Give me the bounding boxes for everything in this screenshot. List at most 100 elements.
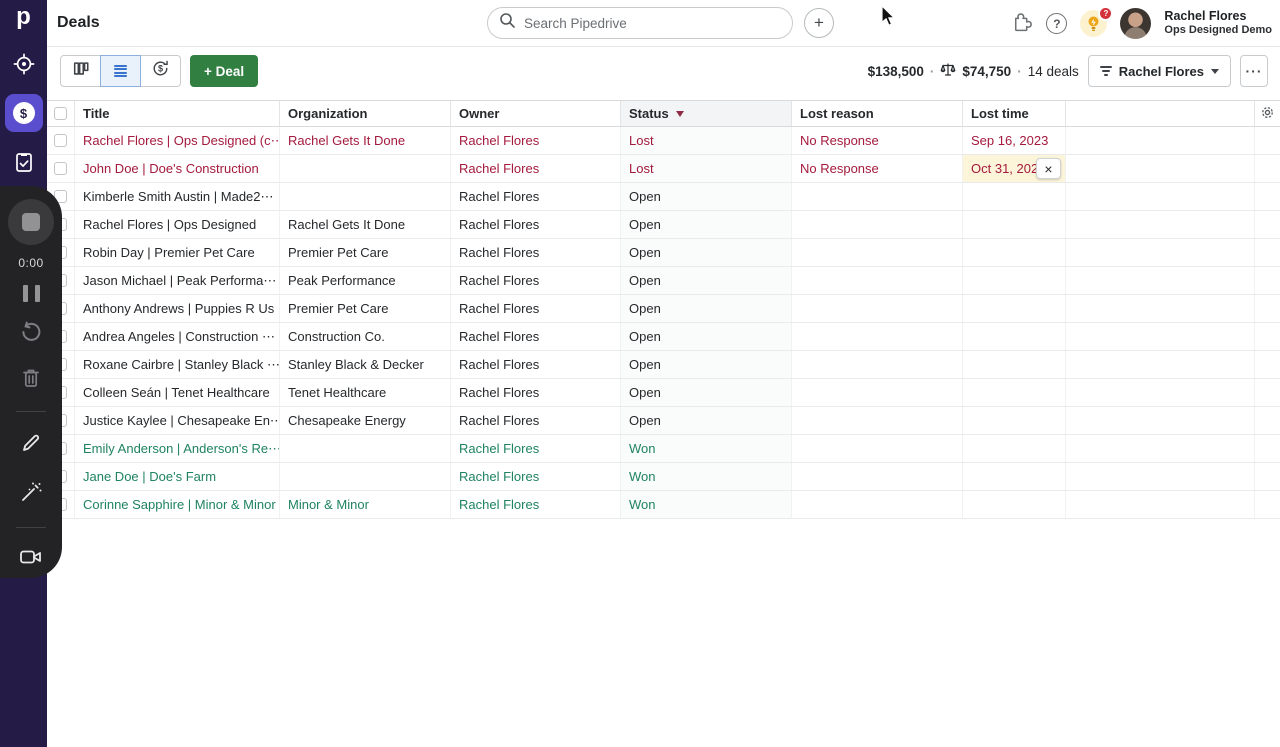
deal-title-link[interactable]: Emily Anderson | Anderson's Re⋯ — [75, 435, 280, 462]
add-deal-button[interactable]: + Deal — [190, 55, 259, 87]
row-checkbox[interactable] — [54, 162, 67, 175]
deal-title-link[interactable]: John Doe | Doe's Construction — [75, 155, 280, 182]
owner-filter-button[interactable]: Rachel Flores — [1087, 55, 1231, 87]
owner-link[interactable]: Rachel Flores — [451, 379, 621, 406]
owner-link[interactable]: Rachel Flores — [451, 435, 621, 462]
organization-link[interactable]: Premier Pet Care — [280, 239, 451, 266]
organization-link[interactable]: Construction Co. — [280, 323, 451, 350]
organization-link[interactable]: Rachel Gets It Done — [280, 127, 451, 154]
organization-link[interactable]: Chesapeake Energy — [280, 407, 451, 434]
lost-time-cell[interactable] — [963, 239, 1066, 266]
status-cell[interactable]: Lost — [621, 127, 792, 154]
organization-link[interactable] — [280, 463, 451, 490]
col-title[interactable]: Title — [75, 101, 280, 126]
pause-recording-button[interactable] — [22, 285, 40, 302]
select-all-checkbox[interactable] — [54, 107, 67, 120]
lost-time-cell[interactable] — [963, 463, 1066, 490]
lost-reason-cell[interactable] — [792, 267, 963, 294]
deal-title-link[interactable]: Colleen Seán | Tenet Healthcare — [75, 379, 280, 406]
organization-link[interactable]: Minor & Minor — [280, 491, 451, 518]
owner-link[interactable]: Rachel Flores — [451, 239, 621, 266]
pipedrive-logo[interactable]: p — [16, 3, 31, 30]
list-view-button[interactable] — [100, 55, 141, 87]
sidebar-item-leads[interactable] — [0, 48, 47, 84]
status-cell[interactable]: Open — [621, 267, 792, 294]
quick-add-button[interactable]: + — [804, 8, 834, 38]
row-checkbox[interactable] — [54, 134, 67, 147]
marketplace-puzzle-icon[interactable] — [1010, 10, 1033, 38]
lost-time-cell[interactable]: Sep 16, 2023 — [963, 127, 1066, 154]
col-lost-reason[interactable]: Lost reason — [792, 101, 963, 126]
deal-title-link[interactable]: Justice Kaylee | Chesapeake En⋯ — [75, 407, 280, 434]
status-cell[interactable]: Won — [621, 435, 792, 462]
deal-title-link[interactable]: Roxane Cairbre | Stanley Black ⋯ — [75, 351, 280, 378]
effects-tool-button[interactable] — [18, 479, 44, 510]
organization-link[interactable]: Premier Pet Care — [280, 295, 451, 322]
lost-reason-cell[interactable] — [792, 239, 963, 266]
camera-toggle-button[interactable] — [19, 547, 43, 572]
lost-reason-cell[interactable] — [792, 435, 963, 462]
owner-link[interactable]: Rachel Flores — [451, 323, 621, 350]
more-options-button[interactable]: ··· — [1240, 55, 1268, 87]
deal-title-link[interactable]: Anthony Andrews | Puppies R Us — [75, 295, 280, 322]
col-lost-time[interactable]: Lost time — [963, 101, 1066, 126]
search-input[interactable] — [524, 15, 764, 31]
help-icon[interactable]: ? — [1046, 13, 1068, 34]
organization-link[interactable]: Rachel Gets It Done — [280, 211, 451, 238]
status-cell[interactable]: Open — [621, 407, 792, 434]
lost-reason-cell[interactable]: No Response — [792, 127, 963, 154]
lost-reason-cell[interactable] — [792, 351, 963, 378]
lost-time-cell[interactable] — [963, 435, 1066, 462]
owner-link[interactable]: Rachel Flores — [451, 407, 621, 434]
lost-time-cell[interactable] — [963, 491, 1066, 518]
clear-date-button[interactable]: × — [1036, 158, 1061, 179]
col-organization[interactable]: Organization — [280, 101, 451, 126]
avatar[interactable] — [1120, 8, 1152, 39]
status-cell[interactable]: Open — [621, 379, 792, 406]
sidebar-item-activities[interactable] — [0, 146, 47, 182]
status-cell[interactable]: Open — [621, 183, 792, 210]
status-cell[interactable]: Open — [621, 295, 792, 322]
lost-reason-cell[interactable] — [792, 407, 963, 434]
lost-time-cell[interactable] — [963, 379, 1066, 406]
organization-link[interactable]: Tenet Healthcare — [280, 379, 451, 406]
deal-title-link[interactable]: Jane Doe | Doe's Farm — [75, 463, 280, 490]
deal-title-link[interactable]: Andrea Angeles | Construction ⋯ — [75, 323, 280, 350]
organization-link[interactable] — [280, 183, 451, 210]
owner-link[interactable]: Rachel Flores — [451, 211, 621, 238]
status-cell[interactable]: Won — [621, 463, 792, 490]
lost-reason-cell[interactable] — [792, 323, 963, 350]
draw-tool-button[interactable] — [19, 431, 43, 460]
status-cell[interactable]: Open — [621, 211, 792, 238]
col-owner[interactable]: Owner — [451, 101, 621, 126]
lost-reason-cell[interactable] — [792, 211, 963, 238]
lost-reason-cell[interactable] — [792, 183, 963, 210]
status-cell[interactable]: Lost — [621, 155, 792, 182]
lost-time-cell[interactable] — [963, 351, 1066, 378]
sidebar-item-deals[interactable]: $ — [4, 94, 43, 132]
column-settings-button[interactable] — [1255, 101, 1280, 126]
status-cell[interactable]: Open — [621, 351, 792, 378]
global-search[interactable] — [487, 7, 793, 39]
restart-recording-button[interactable] — [20, 321, 42, 348]
deal-title-link[interactable]: Rachel Flores | Ops Designed — [75, 211, 280, 238]
organization-link[interactable]: Peak Performance — [280, 267, 451, 294]
deal-title-link[interactable]: Corinne Sapphire | Minor & Minor — [75, 491, 280, 518]
owner-link[interactable]: Rachel Flores — [451, 155, 621, 182]
lost-reason-cell[interactable] — [792, 491, 963, 518]
deal-title-link[interactable]: Jason Michael | Peak Performa⋯ — [75, 267, 280, 294]
owner-link[interactable]: Rachel Flores — [451, 351, 621, 378]
account-menu[interactable]: Rachel Flores Ops Designed Demo — [1164, 9, 1272, 38]
pipeline-view-button[interactable] — [60, 55, 101, 87]
lost-time-cell[interactable] — [963, 407, 1066, 434]
organization-link[interactable] — [280, 435, 451, 462]
status-cell[interactable]: Open — [621, 323, 792, 350]
deal-title-link[interactable]: Kimberle Smith Austin | Made2⋯ — [75, 183, 280, 210]
owner-link[interactable]: Rachel Flores — [451, 267, 621, 294]
lost-reason-cell[interactable] — [792, 379, 963, 406]
deal-title-link[interactable]: Rachel Flores | Ops Designed (c⋯ — [75, 127, 280, 154]
status-cell[interactable]: Won — [621, 491, 792, 518]
forecast-view-button[interactable]: $ — [140, 55, 181, 87]
lost-time-cell[interactable] — [963, 183, 1066, 210]
lost-time-cell[interactable] — [963, 323, 1066, 350]
